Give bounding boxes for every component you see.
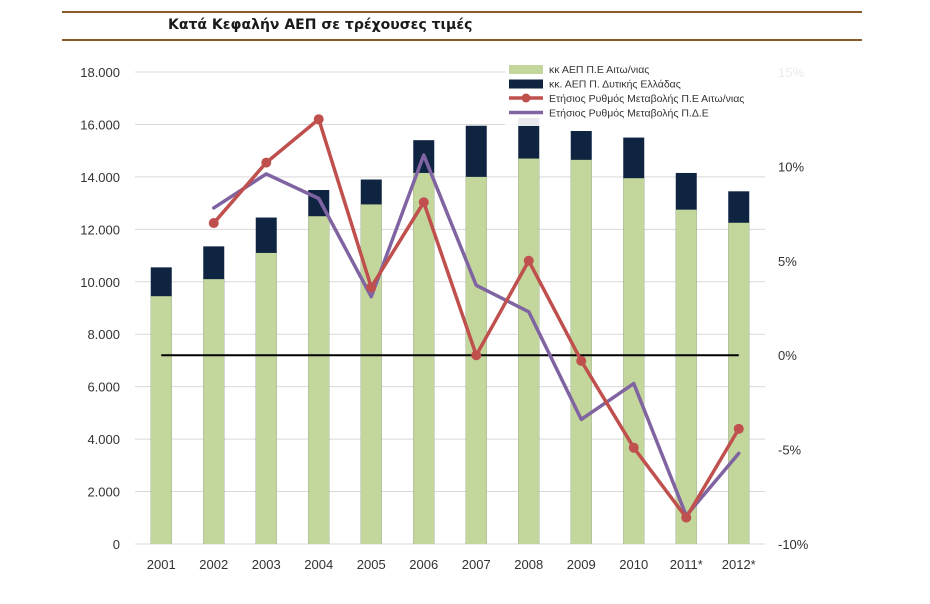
- title-rule-top: [62, 11, 862, 13]
- line-marker: [576, 355, 587, 366]
- x-axis-ticks: 2001 2002 2003 2004 2005 2006 2007 2008 2009 2010…: [147, 557, 756, 572]
- x-tick-label: 2012*: [722, 557, 756, 572]
- legend-swatch: [509, 79, 543, 89]
- line-marker: [681, 512, 692, 523]
- x-tick-label: 2008: [514, 557, 543, 572]
- y-left-tick-label: 2.000: [87, 485, 120, 500]
- legend: κκ ΑΕΠ Π.Ε Αιτω/νιας κκ. ΑΕΠ Π. Δυτικής Ε…: [505, 58, 805, 126]
- x-tick-label: 2009: [567, 557, 596, 572]
- bar-light: [570, 159, 592, 544]
- bar-light: [308, 216, 330, 544]
- legend-marker: [521, 93, 531, 103]
- bar-light: [150, 296, 172, 544]
- x-tick-label: 2007: [462, 557, 491, 572]
- bar-light: [518, 158, 540, 545]
- y-left-tick-label: 8.000: [87, 327, 120, 342]
- y-left-tick-label: 16.000: [80, 117, 120, 132]
- right-axis-ticks: -10%-5%0%5%10%15%: [778, 65, 809, 552]
- y-right-tick-label: 10%: [778, 159, 804, 174]
- legend-label: κκ ΑΕΠ Π.Ε Αιτω/νιας: [549, 64, 649, 76]
- y-right-tick-label: -10%: [778, 537, 809, 552]
- x-tick-label: 2005: [357, 557, 386, 572]
- x-tick-label: 2004: [304, 557, 333, 572]
- line-marker: [733, 423, 744, 434]
- line-pde: [212, 153, 741, 518]
- y-left-tick-label: 18.000: [80, 65, 120, 80]
- legend-label: Ετήσιος Ρυθμός Μεταβολής Π.Δ.Ε: [549, 108, 709, 120]
- line-marker: [523, 255, 534, 266]
- legend-swatch: [509, 65, 543, 74]
- bar-light: [360, 204, 382, 544]
- y-right-tick-label: 5%: [778, 254, 797, 269]
- line-marker: [418, 197, 429, 208]
- x-tick-label: 2010: [619, 557, 648, 572]
- y-right-tick-label: -5%: [778, 443, 802, 458]
- bar-light: [623, 178, 645, 544]
- y-left-tick-label: 14.000: [80, 170, 120, 185]
- title-rule-bottom: [62, 39, 862, 41]
- line-marker: [208, 218, 219, 229]
- line-marker: [261, 157, 272, 168]
- legend-label: κκ. ΑΕΠ Π. Δυτικής Ελλάδας: [549, 79, 681, 91]
- y-left-tick-label: 4.000: [87, 432, 120, 447]
- bar-light: [413, 172, 435, 544]
- y-left-tick-label: 6.000: [87, 380, 120, 395]
- y-left-tick-label: 0: [113, 537, 120, 552]
- bar-light: [675, 209, 697, 544]
- legend-label: Ετήσιος Ρυθμός Μεταβολής Π.Ε Αιτω/νιας: [549, 93, 744, 105]
- bar-light: [203, 279, 225, 544]
- line-marker: [313, 114, 324, 125]
- y-left-tick-label: 12.000: [80, 222, 120, 237]
- x-tick-label: 2011*: [670, 557, 703, 572]
- line-marker: [471, 350, 482, 361]
- x-tick-label: 2006: [409, 557, 438, 572]
- bar-light: [728, 222, 750, 544]
- x-tick-label: 2002: [199, 557, 228, 572]
- bar-light: [255, 252, 277, 544]
- line-marker: [628, 442, 639, 453]
- line-marker: [366, 282, 377, 293]
- x-tick-label: 2003: [252, 557, 281, 572]
- legend-background: [505, 58, 805, 126]
- x-tick-label: 2001: [147, 557, 176, 572]
- left-axis-ticks: 0 2.000 4.000 6.000 8.000 10.000 12.000 14.000 1…: [80, 65, 120, 552]
- bar-light: [465, 176, 487, 544]
- bars-group: [150, 117, 750, 545]
- chart-title: Κατά Κεφαλήν ΑΕΠ σε τρέχουσες τιμές: [168, 17, 473, 33]
- y-left-tick-label: 10.000: [80, 275, 120, 290]
- lines-group: [208, 114, 744, 523]
- y-right-tick-label: 0%: [778, 348, 797, 363]
